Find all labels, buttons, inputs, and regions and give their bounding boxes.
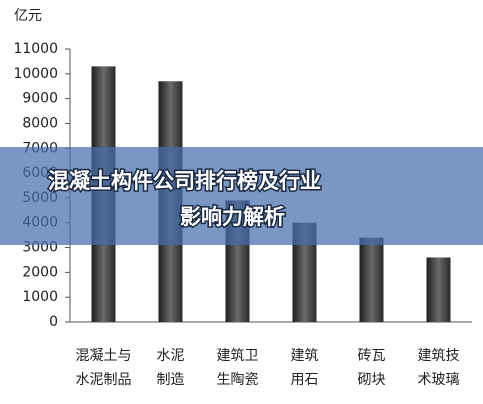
x-tick-label: 生陶瓷 <box>217 372 259 388</box>
x-tick-label: 混凝土与 <box>76 348 132 364</box>
y-tick-label: 0 <box>49 314 58 330</box>
x-tick-label: 建筑 <box>291 348 319 364</box>
x-tick-label: 制造 <box>157 372 185 388</box>
bar <box>426 257 451 322</box>
bar <box>359 237 384 322</box>
y-axis-label: 亿元 <box>14 8 42 24</box>
x-tick-label: 砌块 <box>358 372 386 388</box>
x-tick-label: 建筑卫 <box>217 348 259 364</box>
banner <box>0 147 483 245</box>
x-tick-label: 建筑技 <box>418 348 460 364</box>
y-tick-label: 11000 <box>13 41 58 57</box>
y-tick-label: 8000 <box>22 115 58 131</box>
x-tick-label: 水泥制品 <box>76 372 132 388</box>
title-line: 影响力解析 <box>180 205 285 229</box>
y-tick-label: 10000 <box>13 66 58 82</box>
title-line: 混凝土构件公司排行榜及行业 <box>48 169 321 193</box>
y-tick-label: 1000 <box>22 289 58 305</box>
y-tick-label: 2000 <box>22 264 58 280</box>
x-tick-label: 砖瓦 <box>358 348 386 364</box>
x-tick-label: 术玻璃 <box>418 371 460 388</box>
x-tick-label: 用石 <box>291 372 319 388</box>
x-tick-label: 水泥 <box>157 348 185 364</box>
y-tick-label: 9000 <box>22 91 58 107</box>
